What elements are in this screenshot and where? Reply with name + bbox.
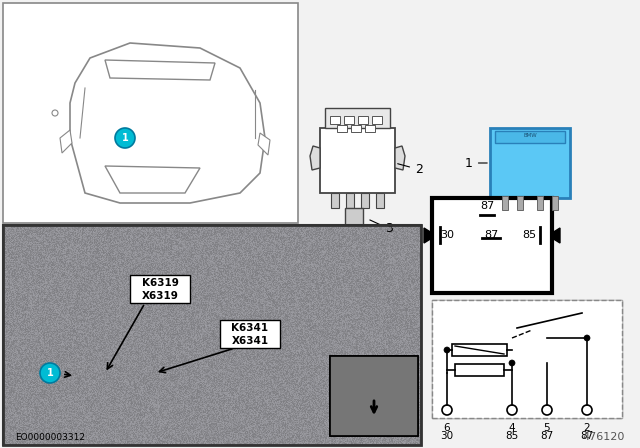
Text: 87: 87 (540, 431, 554, 441)
Circle shape (542, 405, 552, 415)
Polygon shape (105, 166, 200, 193)
Circle shape (444, 347, 450, 353)
Circle shape (115, 128, 135, 148)
Text: 87: 87 (480, 201, 494, 211)
Bar (330, 356, 418, 436)
Polygon shape (424, 228, 432, 243)
Bar (490, 128, 570, 198)
Polygon shape (552, 228, 560, 243)
Circle shape (507, 405, 517, 415)
Text: 476120: 476120 (582, 432, 625, 442)
Text: 87: 87 (484, 230, 499, 240)
Text: 1: 1 (465, 156, 487, 169)
Text: X6341: X6341 (232, 336, 269, 346)
Circle shape (442, 405, 452, 415)
Polygon shape (105, 60, 215, 80)
Text: 87: 87 (580, 431, 594, 441)
Text: 2: 2 (397, 163, 423, 176)
Polygon shape (60, 130, 72, 153)
Text: 6: 6 (444, 423, 451, 433)
Bar (130, 275, 190, 303)
Polygon shape (70, 43, 265, 203)
Text: 5: 5 (544, 423, 550, 433)
Bar (3, 225, 421, 445)
Bar (495, 131, 565, 143)
Text: EO0000003312: EO0000003312 (15, 433, 85, 442)
Text: 1: 1 (122, 133, 129, 143)
Text: 85: 85 (522, 230, 536, 240)
Text: 2: 2 (584, 423, 590, 433)
Text: X6319: X6319 (141, 291, 179, 301)
Bar (517, 196, 523, 210)
Bar (376, 193, 384, 208)
Bar (552, 196, 558, 210)
Bar (537, 196, 543, 210)
Bar (3, 225, 421, 445)
Bar (337, 125, 347, 132)
Bar (346, 193, 354, 208)
Polygon shape (310, 146, 320, 170)
Circle shape (40, 363, 60, 383)
Polygon shape (395, 146, 405, 170)
Text: K6319: K6319 (141, 278, 179, 288)
Bar (220, 320, 280, 348)
Text: 85: 85 (506, 431, 518, 441)
Bar (361, 193, 369, 208)
Bar (325, 108, 390, 128)
Bar (502, 196, 508, 210)
Circle shape (582, 405, 592, 415)
Polygon shape (258, 133, 270, 155)
Bar (330, 356, 418, 436)
Bar (432, 198, 552, 293)
Bar (432, 300, 622, 418)
Bar (330, 116, 340, 124)
Bar (331, 193, 339, 208)
Bar (455, 364, 504, 376)
Text: 3: 3 (385, 221, 393, 234)
Bar (351, 125, 361, 132)
Bar (344, 116, 354, 124)
Text: BMW: BMW (523, 133, 537, 138)
Circle shape (509, 360, 515, 366)
Bar (452, 344, 507, 356)
Bar (432, 300, 622, 418)
Bar (345, 208, 363, 228)
Bar (365, 125, 375, 132)
Text: 30: 30 (440, 230, 454, 240)
Circle shape (584, 335, 590, 341)
Text: 30: 30 (440, 431, 454, 441)
Bar (358, 116, 368, 124)
Bar (372, 116, 382, 124)
Circle shape (52, 110, 58, 116)
Text: 1: 1 (47, 368, 53, 378)
Bar (3, 3, 298, 223)
Bar (320, 128, 395, 193)
Text: K6341: K6341 (232, 323, 269, 333)
Text: 4: 4 (509, 423, 515, 433)
